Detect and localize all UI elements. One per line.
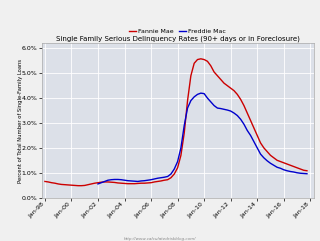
Freddie Mac [123,179,126,182]
Freddie Mac [232,112,236,114]
Fannie Mae [205,60,209,63]
Fannie Mae [199,57,203,60]
Legend: Fannie Mae, Freddie Mac: Fannie Mae, Freddie Mac [126,27,229,37]
Fannie Mae [229,87,233,90]
Freddie Mac [236,114,239,117]
Y-axis label: Percent of Total Number of Single-Family Loans: Percent of Total Number of Single-Family… [18,58,23,183]
Fannie Mae [163,179,166,182]
Line: Freddie Mac: Freddie Mac [98,93,307,184]
Freddie Mac [215,107,219,109]
Line: Fannie Mae: Fannie Mae [45,59,307,186]
Fannie Mae [76,184,80,187]
Fannie Mae [305,169,309,172]
Freddie Mac [182,124,186,127]
Fannie Mae [209,64,213,67]
Freddie Mac [96,182,100,185]
Freddie Mac [202,92,206,95]
Text: http://www.calculatedriskblog.com/: http://www.calculatedriskblog.com/ [124,237,196,241]
Title: Single Family Serious Delinquency Rates (90+ days or in Foreclosure): Single Family Serious Delinquency Rates … [56,36,300,42]
Freddie Mac [305,172,309,175]
Freddie Mac [199,92,203,94]
Fannie Mae [282,161,286,164]
Fannie Mae [219,78,223,81]
Fannie Mae [43,180,47,183]
